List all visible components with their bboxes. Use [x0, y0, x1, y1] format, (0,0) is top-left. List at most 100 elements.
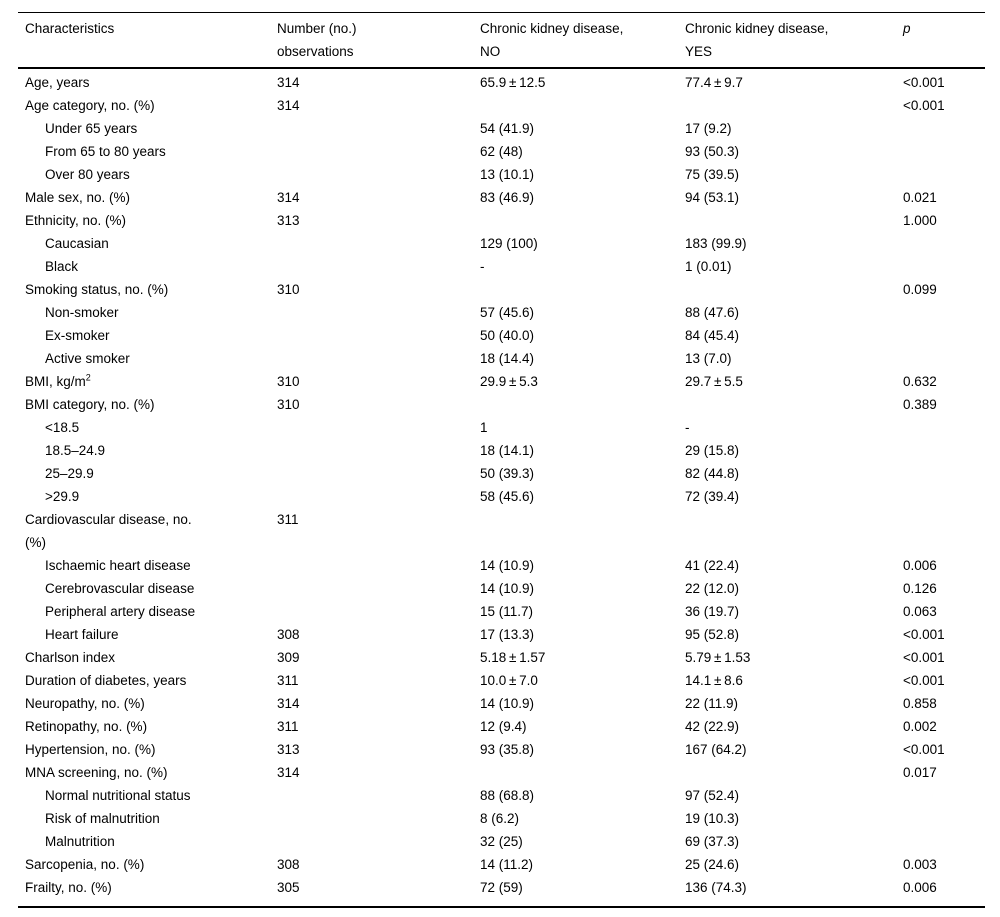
table-row: Duration of diabetes, years 311 10.0 ± 7.0… [18, 669, 985, 692]
cell-characteristic: <18.5 [18, 416, 270, 439]
cell-ckd-no: 65.9 ± 12.5 [480, 75, 546, 90]
characteristic-label: Duration of diabetes, years [25, 673, 187, 688]
cell-characteristic: Smoking status, no. (%) [18, 278, 270, 301]
cell-observations [270, 324, 473, 347]
cell-observations [270, 784, 473, 807]
table-row: Neuropathy, no. (%) 314 14 (10.9) 22 (11.9)… [18, 692, 985, 715]
cell-p: 0.099 [903, 282, 937, 297]
cell-characteristic: Ischaemic heart disease [18, 554, 270, 577]
cell-p: 0.017 [903, 765, 937, 780]
cell-characteristic: From 65 to 80 years [18, 140, 270, 163]
cell-observations: 310 [277, 397, 300, 412]
table-row: Charlson index 309 5.18 ± 1.57 5.79 ± 1.53 <… [18, 646, 985, 669]
cell-ckd-no: 29.9 ± 5.3 [480, 374, 538, 389]
cell-ckd-yes: 13 (7.0) [685, 351, 732, 366]
cell-p [896, 324, 985, 347]
cell-characteristic: Over 80 years [18, 163, 270, 186]
cell-ckd-no [473, 761, 678, 784]
cell-p: 0.858 [903, 696, 937, 711]
cell-p [896, 255, 985, 278]
characteristic-label: Male sex, no. (%) [25, 190, 131, 205]
cell-p: 0.063 [903, 604, 937, 619]
cell-observations [270, 554, 473, 577]
cell-characteristic: Cardiovascular disease, no. (%) [18, 508, 270, 554]
cell-ckd-no: 58 (45.6) [480, 489, 535, 504]
cell-characteristic: Black [18, 255, 270, 278]
table-row: Cerebrovascular disease 14 (10.9) 22 (12.0… [18, 577, 985, 600]
column-header-line: Number (no.) [277, 21, 357, 36]
cell-characteristic: Charlson index [18, 646, 270, 669]
cell-ckd-yes: 17 (9.2) [685, 121, 732, 136]
column-header-line: Chronic kidney disease, [685, 21, 829, 36]
cell-p: 1.000 [903, 213, 937, 228]
cell-ckd-no: 62 (48) [480, 144, 523, 159]
cell-observations: 314 [277, 696, 300, 711]
cell-observations: 308 [277, 857, 300, 872]
cell-characteristic: BMI, kg/m2 [18, 370, 270, 393]
table-row: Over 80 years 13 (10.1) 75 (39.5) [18, 163, 985, 186]
column-header-line: observations [277, 44, 354, 59]
cell-characteristic: Frailty, no. (%) [18, 876, 270, 907]
cell-ckd-no: 50 (40.0) [480, 328, 535, 343]
column-header-ckd-yes: Chronic kidney disease, YES [678, 12, 896, 69]
table-row: Retinopathy, no. (%) 311 12 (9.4) 42 (22.9)… [18, 715, 985, 738]
characteristic-label: Under 65 years [45, 121, 138, 136]
characteristic-label: Retinopathy, no. (%) [25, 719, 148, 734]
cell-p: 0.002 [903, 719, 937, 734]
cell-ckd-yes: 95 (52.8) [685, 627, 740, 642]
cell-ckd-no: 8 (6.2) [480, 811, 520, 826]
cell-ckd-yes: 82 (44.8) [685, 466, 740, 481]
characteristic-label: Neuropathy, no. (%) [25, 696, 145, 711]
table-row: Normal nutritional status 88 (68.8) 97 (52… [18, 784, 985, 807]
characteristic-label: Cardiovascular disease, no. [25, 512, 192, 527]
header-row: Characteristics Number (no.) observations C… [18, 12, 985, 69]
cell-p: 0.003 [903, 857, 937, 872]
cell-observations [270, 140, 473, 163]
cell-characteristic: Sarcopenia, no. (%) [18, 853, 270, 876]
table-row: BMI, kg/m2 310 29.9 ± 5.3 29.7 ± 5.5 0.632 [18, 370, 985, 393]
characteristic-label: Sarcopenia, no. (%) [25, 857, 145, 872]
table-row: Active smoker 18 (14.4) 13 (7.0) [18, 347, 985, 370]
table-row: <18.5 1 - [18, 416, 985, 439]
table-row: Under 65 years 54 (41.9) 17 (9.2) [18, 117, 985, 140]
column-header-characteristics: Characteristics [18, 12, 270, 69]
cell-observations [270, 301, 473, 324]
cell-characteristic: Duration of diabetes, years [18, 669, 270, 692]
cell-p [896, 485, 985, 508]
cell-ckd-yes: 29.7 ± 5.5 [685, 374, 743, 389]
cell-ckd-yes: 5.79 ± 1.53 [685, 650, 751, 665]
table-row: Frailty, no. (%) 305 72 (59) 136 (74.3) 0.00… [18, 876, 985, 907]
cell-ckd-no: 57 (45.6) [480, 305, 535, 320]
cell-observations: 314 [277, 75, 300, 90]
cell-ckd-yes [678, 209, 896, 232]
cell-p: 0.006 [903, 880, 937, 895]
cell-observations [270, 807, 473, 830]
cell-ckd-no: 83 (46.9) [480, 190, 535, 205]
cell-p: <0.001 [903, 75, 945, 90]
cell-ckd-no [473, 508, 678, 554]
characteristic-label: Hypertension, no. (%) [25, 742, 156, 757]
characteristic-label: Ischaemic heart disease [45, 558, 191, 573]
cell-ckd-yes: 22 (11.9) [685, 696, 739, 711]
cell-ckd-no: 13 (10.1) [480, 167, 535, 182]
cell-observations [270, 117, 473, 140]
column-header-line: YES [685, 44, 713, 59]
characteristic-label: BMI, kg/m2 [25, 372, 91, 389]
cell-characteristic: Active smoker [18, 347, 270, 370]
characteristic-label: Ethnicity, no. (%) [25, 213, 127, 228]
cell-observations: 311 [277, 512, 299, 527]
cell-characteristic: Ex-smoker [18, 324, 270, 347]
cell-ckd-no: 10.0 ± 7.0 [480, 673, 538, 688]
cell-ckd-yes [678, 761, 896, 784]
cell-ckd-no: 88 (68.8) [480, 788, 535, 803]
cell-ckd-yes: 42 (22.9) [685, 719, 740, 734]
cell-observations: 314 [277, 765, 300, 780]
column-header-line: p [903, 21, 911, 36]
cell-characteristic: Neuropathy, no. (%) [18, 692, 270, 715]
cell-characteristic: Malnutrition [18, 830, 270, 853]
cell-ckd-yes: - [685, 420, 690, 435]
cell-characteristic: 25–29.9 [18, 462, 270, 485]
characteristic-label: Non-smoker [45, 305, 119, 320]
cell-ckd-no: - [480, 259, 485, 274]
